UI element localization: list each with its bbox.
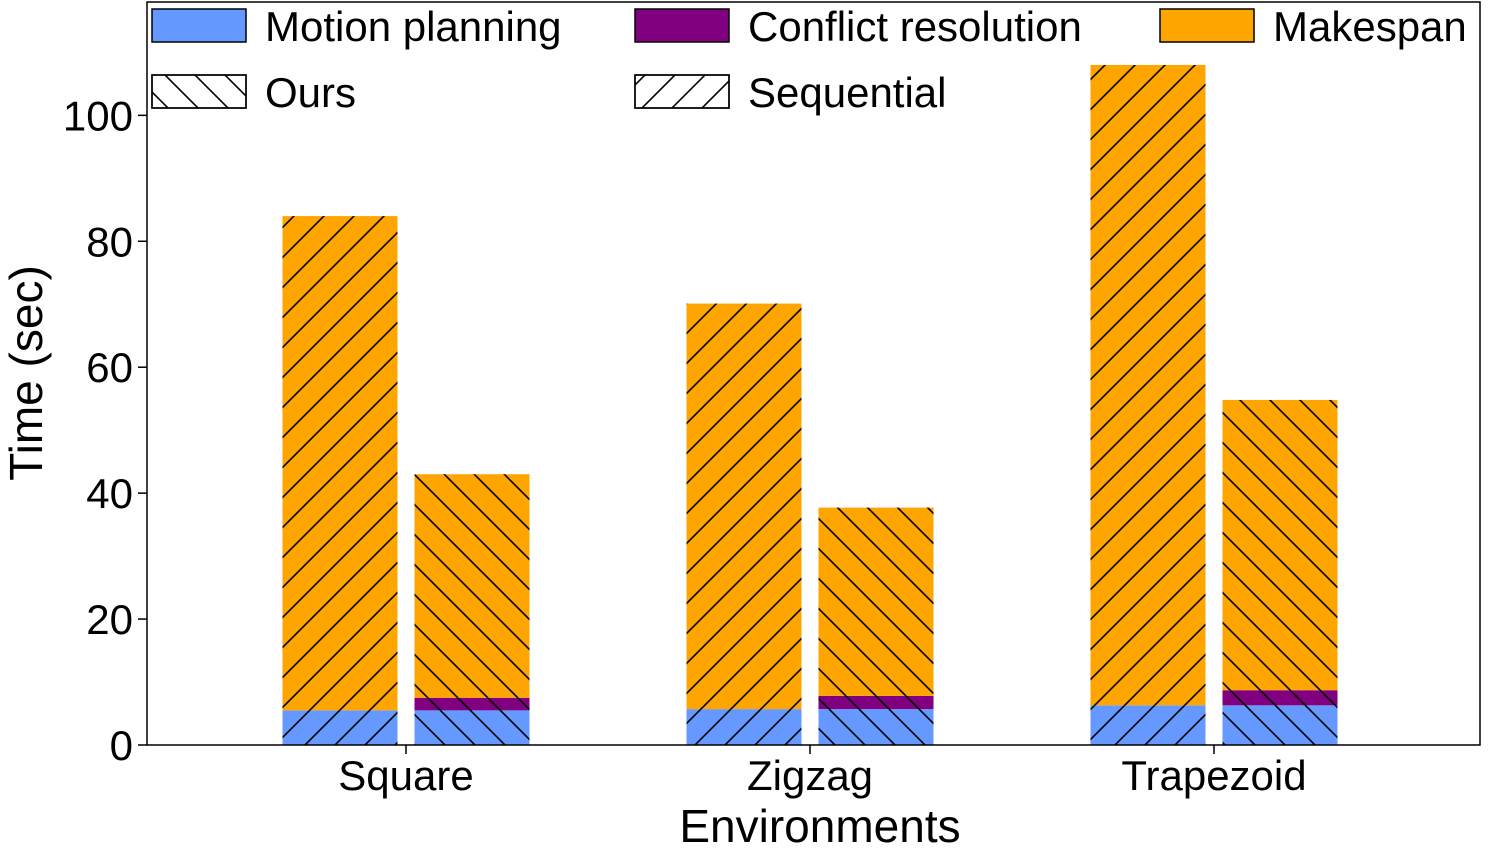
legend-makespan-swatch <box>1159 8 1255 43</box>
bar-ours-square-motion-planning-hatch <box>414 710 530 745</box>
bar-sequential-trapezoid-makespan-hatch <box>1090 64 1206 706</box>
plot-frame <box>146 1 1481 746</box>
legend-motion-planning-label: Motion planning <box>265 3 562 50</box>
bar-ours-zigzag-motion-planning-hatch <box>818 709 934 745</box>
y-tick-label: 40 <box>86 470 133 517</box>
legend-conflict-resolution: Conflict resolution <box>634 3 1082 50</box>
legend-sequential: Sequential <box>634 69 947 116</box>
x-axis: Square Zigzag Trapezoid <box>338 745 1307 799</box>
y-axis-label: Time (sec) <box>0 265 52 481</box>
legend-motion-planning: Motion planning <box>151 3 562 50</box>
legend-motion-planning-swatch <box>151 8 247 43</box>
bar-ours-square-conflict-resolution-hatch <box>414 697 530 711</box>
x-tick-label-trapezoid: Trapezoid <box>1121 752 1306 799</box>
bar-ours-trapezoid-makespan-hatch <box>1222 399 1338 691</box>
y-tick-label: 0 <box>110 722 133 769</box>
legend-makespan-label: Makespan <box>1273 3 1467 50</box>
legend-ours-label: Ours <box>265 69 356 116</box>
legend-ours-swatch-hatch <box>151 74 247 109</box>
bar-ours-zigzag-conflict-resolution-hatch <box>818 695 934 710</box>
bar-sequential-zigzag-motion-planning-hatch <box>686 709 802 745</box>
x-tick-label-square: Square <box>338 752 473 799</box>
y-tick-label: 80 <box>86 218 133 265</box>
bar-ours-trapezoid-conflict-resolution-hatch <box>1222 690 1338 706</box>
y-axis: 0 20 40 60 80 100 <box>63 92 147 769</box>
y-tick-label: 60 <box>86 344 133 391</box>
bar-ours-zigzag-makespan-hatch <box>818 507 934 696</box>
bars-layer <box>282 64 1338 745</box>
x-tick-label-zigzag: Zigzag <box>747 752 873 799</box>
legend-makespan: Makespan <box>1159 3 1467 50</box>
legend-sequential-label: Sequential <box>748 69 947 116</box>
bar-ours-square-makespan-hatch <box>414 474 530 698</box>
x-axis-label: Environments <box>679 800 960 849</box>
y-tick-label: 100 <box>63 92 133 139</box>
legend-conflict-resolution-swatch <box>634 8 730 43</box>
bar-sequential-trapezoid-motion-planning-hatch <box>1090 705 1206 745</box>
legend: Motion planning Conflict resolution Makesp… <box>151 3 1467 116</box>
y-tick-label: 20 <box>86 596 133 643</box>
bar-ours-trapezoid-motion-planning-hatch <box>1222 705 1338 745</box>
legend-ours: Ours <box>151 69 356 116</box>
bar-sequential-square-motion-planning-hatch <box>282 710 398 745</box>
legend-conflict-resolution-label: Conflict resolution <box>748 3 1082 50</box>
bar-sequential-square-makespan-hatch <box>282 216 398 711</box>
bar-sequential-zigzag-makespan-hatch <box>686 303 802 710</box>
legend-sequential-swatch-hatch <box>634 74 730 109</box>
